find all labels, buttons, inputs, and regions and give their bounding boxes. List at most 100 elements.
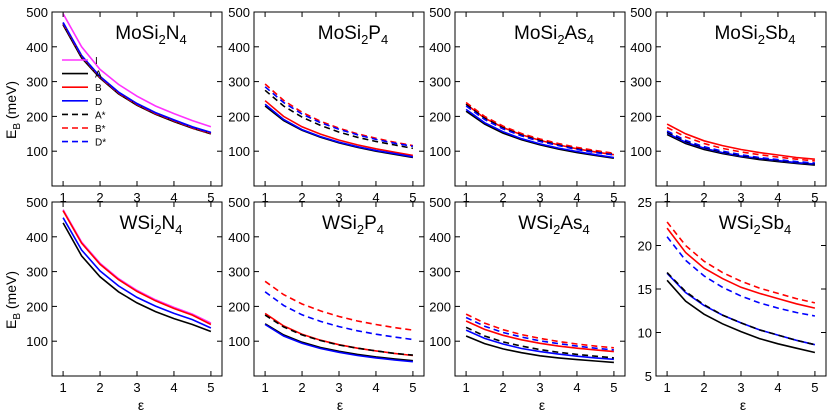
panel-1: 1 2 3 4 5 100 200 300 400 500 MoSi2N4: [26, 5, 223, 205]
x-tick-label: 2: [298, 190, 305, 205]
series-line-i: [62, 13, 212, 128]
y-tick-label: 500: [630, 5, 652, 20]
series-line-b-star: [264, 280, 414, 331]
x-tick-label: 1: [462, 190, 469, 205]
y-tick-label: 100: [630, 144, 652, 159]
legend-label: A*: [95, 110, 106, 121]
series-line-d-star: [264, 291, 414, 341]
y-tick-label: 400: [429, 230, 451, 245]
x-tick-label: 4: [774, 380, 781, 395]
series-line-a: [666, 279, 816, 354]
series-line-a-star: [465, 103, 615, 155]
y-tick-label: 100: [429, 144, 451, 159]
y-tick-label: 400: [228, 40, 250, 55]
xlabel-col1: ε: [138, 397, 144, 413]
series-line-a-star: [666, 271, 816, 346]
x-tick-label: 2: [700, 380, 707, 395]
x-tick-label: 4: [573, 190, 580, 205]
series-line-b: [264, 100, 414, 157]
x-tick-label: 4: [372, 190, 379, 205]
y-tick-label: 500: [429, 5, 451, 20]
x-tick-label: 2: [96, 190, 103, 205]
x-tick-label: 1: [59, 380, 66, 395]
ylabel-top: EB (meV): [3, 81, 23, 139]
series-line-b: [264, 312, 413, 357]
y-tick-label: 200: [429, 109, 451, 124]
y-tick-label: 15: [638, 282, 652, 297]
xlabel-col2: ε: [337, 397, 343, 413]
series-line-d: [666, 272, 816, 346]
series-line-b-star: [264, 83, 414, 147]
series-line-d-star: [62, 22, 212, 134]
series-line-b: [465, 320, 614, 353]
series-line-d-star: [465, 105, 615, 156]
series-line-a: [62, 222, 212, 333]
x-tick-label: 3: [536, 190, 543, 205]
panel-3: 1 2 3 4 5 100 200 300 400 500 MoSi2As4: [429, 5, 626, 205]
y-tick-label: 25: [638, 195, 652, 210]
y-tick-label: 100: [228, 144, 250, 159]
series-line-b: [465, 103, 615, 156]
y-tick-label: 100: [26, 144, 48, 159]
series-line-b-star: [465, 101, 615, 155]
y-tick-label: 300: [228, 75, 250, 90]
x-tick-label: 2: [499, 380, 506, 395]
panel-title: MoSi2As4: [514, 23, 594, 47]
x-tick-label: 3: [737, 380, 744, 395]
series-line-a: [264, 323, 413, 362]
y-tick-label: 200: [630, 109, 652, 124]
y-tick-label: 300: [630, 75, 652, 90]
x-tick-label: 4: [170, 190, 177, 205]
x-tick-label: 1: [462, 380, 469, 395]
x-tick-label: 5: [610, 380, 617, 395]
series-line-a-star: [264, 89, 414, 150]
series-line-d: [264, 103, 414, 158]
x-tick-label: 3: [133, 190, 140, 205]
y-tick-label: 20: [638, 239, 652, 254]
y-tick-label: 500: [228, 5, 250, 20]
series-line-d: [465, 329, 614, 361]
x-tick-label: 5: [207, 380, 214, 395]
x-tick-label: 3: [536, 380, 543, 395]
y-tick-label: 200: [26, 299, 48, 314]
x-tick-label: 1: [261, 190, 268, 205]
y-tick-label: 5: [645, 369, 652, 384]
panel-5: 1 2 3 4 5 100 200 300 400 500 WSi2N4: [26, 195, 223, 395]
series-line-d: [465, 108, 615, 159]
legend-label: D: [95, 97, 102, 108]
x-tick-label: 2: [96, 380, 103, 395]
series-line-d: [62, 217, 212, 329]
series-line-b: [62, 210, 212, 326]
y-tick-label: 300: [429, 75, 451, 90]
series-line-d-star: [264, 86, 414, 148]
series-line-a: [465, 335, 614, 364]
y-tick-label: 300: [429, 265, 451, 280]
panels-layer: 1 2 3 4 5 100 200 300 400 500 MoSi2N4 1 2 3 4 5 100 200 30…: [26, 5, 827, 395]
y-tick-label: 100: [228, 334, 250, 349]
y-tick-label: 500: [26, 5, 48, 20]
x-tick-label: 4: [774, 190, 781, 205]
y-tick-label: 400: [228, 230, 250, 245]
legend-label: I: [95, 56, 98, 67]
y-tick-label: 300: [228, 265, 250, 280]
y-tick-label: 300: [26, 75, 48, 90]
panel-title: WSi2N4: [119, 213, 182, 237]
x-tick-label: 5: [409, 380, 416, 395]
series-line-a: [465, 110, 615, 159]
x-tick-label: 1: [663, 190, 670, 205]
x-tick-label: 1: [59, 190, 66, 205]
y-tick-label: 400: [26, 40, 48, 55]
y-tick-label: 400: [429, 40, 451, 55]
x-tick-label: 3: [737, 190, 744, 205]
panel-title: WSi2As4: [518, 213, 589, 237]
legend-label: A: [95, 70, 102, 81]
y-tick-label: 500: [228, 195, 250, 210]
panel-title: MoSi2Sb4: [714, 23, 795, 47]
panel-2: 1 2 3 4 5 100 200 300 400 500 MoSi2P4: [228, 5, 425, 205]
legend-label: B: [95, 83, 102, 94]
x-tick-label: 5: [207, 190, 214, 205]
x-tick-label: 3: [335, 380, 342, 395]
panel-title: MoSi2N4: [115, 23, 187, 47]
x-tick-label: 4: [573, 380, 580, 395]
